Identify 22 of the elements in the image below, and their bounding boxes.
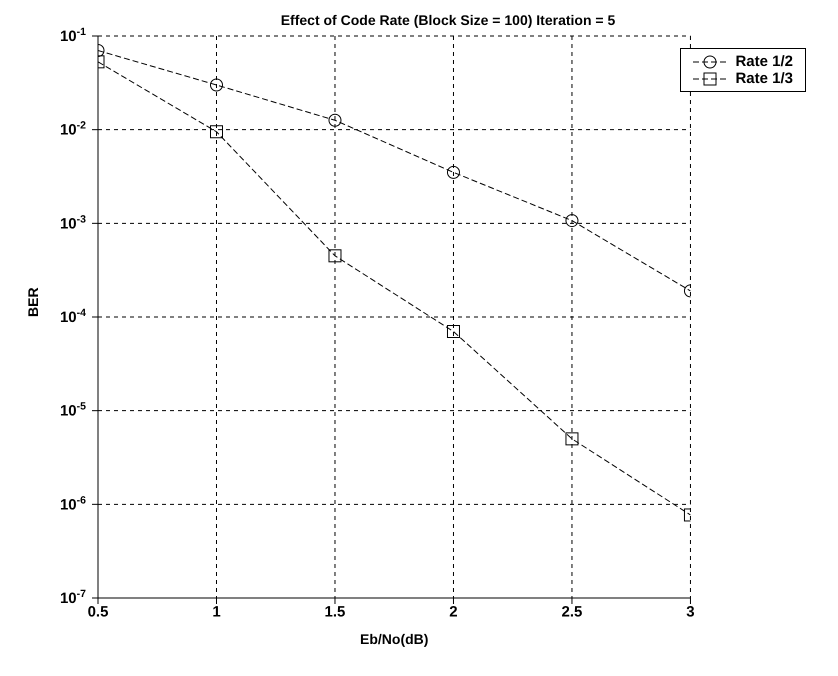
x-tick-label: 1 xyxy=(212,604,221,621)
y-tick-label: 10$^{-6}$ xyxy=(60,494,86,514)
x-tick-label: 3 xyxy=(686,604,695,621)
y-tick-label: 10$^{-2}$ xyxy=(60,120,86,139)
y-tick-label: 10$^{-7}$ xyxy=(60,588,86,607)
x-tick-label: 0.5 xyxy=(88,604,108,621)
y-tick-label: 10$^{-5}$ xyxy=(60,400,86,420)
y-axis-title: BER xyxy=(24,287,41,317)
y-tick-label: 10$^{-1}$ xyxy=(60,26,86,45)
chart-title: Effect of Code Rate (Block Size = 100) Iteration = 5 xyxy=(280,12,616,28)
legend-label: Rate 1/2 xyxy=(735,53,793,70)
y-tick-label: 10$^{-4}$ xyxy=(60,307,86,326)
x-tick-label: 2 xyxy=(449,604,458,621)
x-axis-title: Eb/No(dB) xyxy=(360,631,428,647)
point xyxy=(328,114,342,127)
point xyxy=(446,166,460,179)
x-tick-label: 2.5 xyxy=(562,604,582,621)
legend-label: Rate 1/3 xyxy=(735,70,793,87)
point xyxy=(328,249,342,262)
x-tick-label: 1.5 xyxy=(324,604,346,621)
point xyxy=(446,325,460,338)
y-tick-label: 10$^{-3}$ xyxy=(60,213,86,232)
